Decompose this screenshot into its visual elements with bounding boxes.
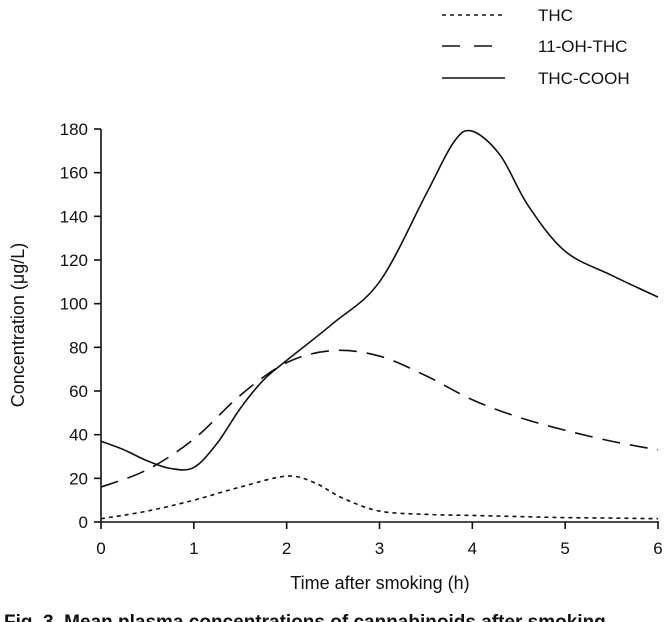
x-tick-label: 0	[96, 539, 105, 558]
y-tick-label: 40	[69, 426, 88, 445]
y-tick-label: 80	[69, 338, 88, 357]
y-tick-label: 20	[69, 469, 88, 488]
series-line-thc	[100, 475, 659, 520]
y-tick-label: 100	[60, 295, 88, 314]
y-tick-label: 0	[79, 513, 88, 532]
y-tick-label: 120	[60, 251, 88, 270]
series-line-thc-cooh	[100, 129, 659, 471]
legend-label: 11-OH-THC	[538, 37, 627, 56]
x-tick-label: 5	[560, 539, 569, 558]
legend-label: THC	[538, 6, 573, 25]
figure-caption: Fig. 3. Mean plasma concentrations of ca…	[4, 612, 606, 622]
x-tick-label: 6	[653, 539, 662, 558]
legend-label: THC-COOH	[538, 69, 630, 88]
legend: THC 11-OH-THC THC-COOH	[442, 6, 630, 88]
y-tick-label: 140	[60, 207, 88, 226]
y-axis-title: Concentration (μg/L)	[8, 243, 28, 407]
x-tick-label: 2	[282, 539, 291, 558]
y-tick-label: 60	[69, 382, 88, 401]
axes: 0 20 40 60 80 100 120 140 160 180 0 1 2 3 4 5 6	[60, 120, 663, 558]
y-tick-label: 180	[60, 120, 88, 139]
y-tick-label: 160	[60, 164, 88, 183]
series-line-11-oh-thc	[100, 349, 659, 488]
x-tick-label: 4	[468, 539, 477, 558]
series-layer	[100, 129, 659, 520]
x-tick-label: 1	[189, 539, 198, 558]
x-tick-label: 3	[375, 539, 384, 558]
x-axis-title: Time after smoking (h)	[290, 573, 469, 593]
